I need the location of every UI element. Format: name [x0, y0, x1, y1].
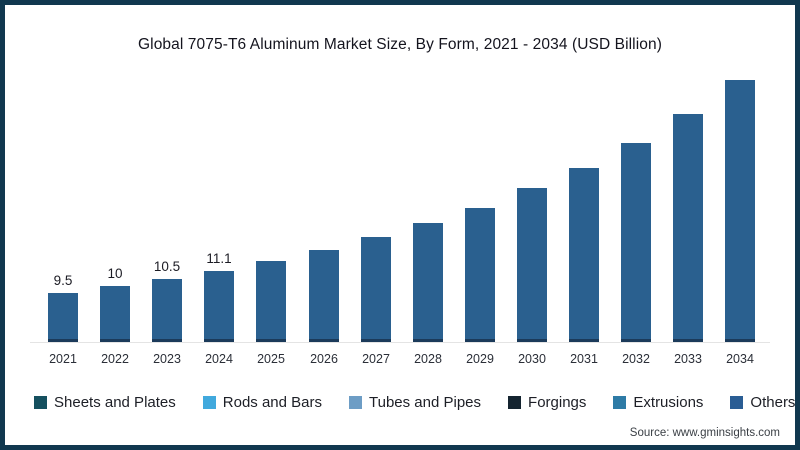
legend-label: Tubes and Pipes [369, 394, 482, 411]
bar-value-label: 10 [107, 266, 123, 281]
chart-legend: Sheets and Plates Rods and Bars Tubes and … [34, 394, 795, 411]
bar-value-label: 9.5 [53, 273, 73, 288]
bar-base-edge [569, 339, 599, 342]
bar-base-edge [152, 339, 182, 342]
x-axis-tick-label: 2028 [414, 352, 442, 366]
chart-title: Global 7075-T6 Aluminum Market Size, By … [138, 36, 662, 53]
bar-value-label: 11.1 [206, 251, 232, 266]
bar-2029 [465, 208, 495, 342]
bar-2022 [100, 286, 130, 342]
bar-value-label: 10.5 [153, 259, 181, 274]
x-axis-tick-label: 2034 [726, 352, 754, 366]
x-axis-tick-label: 2026 [310, 352, 338, 366]
legend-swatch-icon [730, 396, 744, 409]
x-axis-line [30, 342, 770, 343]
legend-item: Sheets and Plates [34, 394, 176, 411]
bar-2021 [48, 293, 78, 342]
bar-2030 [517, 188, 547, 342]
bar-base-edge [465, 339, 495, 342]
legend-label: Others [750, 394, 796, 411]
x-axis-tick-label: 2022 [101, 352, 129, 366]
bar-base-edge [725, 339, 755, 342]
x-axis-tick-label: 2033 [674, 352, 702, 366]
legend-item: Forgings [508, 394, 586, 411]
bar-base-edge [100, 339, 130, 342]
legend-swatch-icon [202, 396, 216, 409]
x-axis-tick-label: 2027 [362, 352, 390, 366]
bar-2023 [152, 279, 182, 342]
bar-2032 [621, 143, 651, 342]
bar-2025 [256, 261, 286, 342]
x-axis-tick-label: 2029 [466, 352, 494, 366]
bar-base-edge [256, 339, 286, 342]
legend-item: Others [730, 394, 795, 411]
legend-item: Tubes and Pipes [349, 394, 481, 411]
bar-2024 [204, 271, 234, 342]
legend-label: Rods and Bars [222, 394, 322, 411]
bar-base-edge [309, 339, 339, 342]
legend-swatch-icon [34, 396, 47, 409]
bar-2027 [361, 237, 391, 342]
legend-item: Rods and Bars [202, 394, 322, 411]
x-axis-tick-label: 2031 [570, 352, 598, 366]
bar-base-edge [361, 339, 391, 342]
bar-2028 [413, 223, 443, 342]
legend-swatch-icon [613, 396, 627, 409]
legend-label: Sheets and Plates [54, 394, 176, 411]
x-axis-tick-label: 2025 [257, 352, 285, 366]
bar-base-edge [517, 339, 547, 342]
bar-base-edge [621, 339, 651, 342]
bar-base-edge [673, 339, 703, 342]
source-attribution: Source: www.gminsights.com [629, 427, 780, 439]
legend-label: Forgings [528, 394, 587, 411]
legend-label: Extrusions [633, 394, 704, 411]
legend-swatch-icon [349, 396, 362, 409]
bar-2031 [569, 168, 599, 342]
bar-2033 [673, 114, 703, 342]
bar-2034 [725, 80, 755, 342]
x-axis-tick-label: 2030 [518, 352, 546, 366]
x-axis-tick-label: 2024 [205, 352, 233, 366]
bar-base-edge [413, 339, 443, 342]
legend-item: Extrusions [613, 394, 703, 411]
x-axis-tick-label: 2023 [153, 352, 181, 366]
x-axis-tick-label: 2021 [49, 352, 77, 366]
x-axis-tick-label: 2032 [622, 352, 650, 366]
legend-swatch-icon [508, 396, 522, 409]
bar-base-edge [48, 339, 78, 342]
bar-base-edge [204, 339, 234, 342]
bar-2026 [309, 250, 339, 342]
